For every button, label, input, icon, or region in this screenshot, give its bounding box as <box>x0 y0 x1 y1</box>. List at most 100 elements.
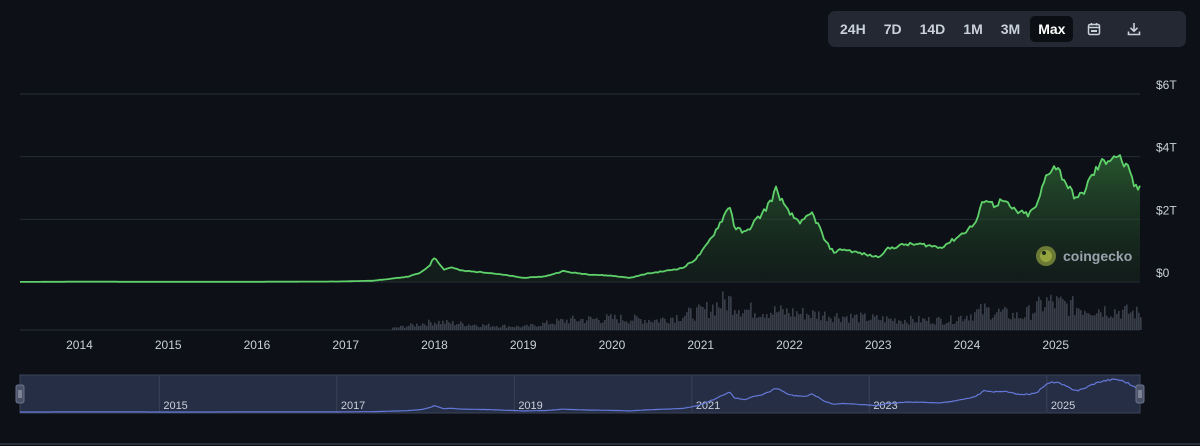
volume-bar <box>774 306 776 330</box>
x-tick-label: 2018 <box>421 338 448 352</box>
volume-bar <box>490 327 492 330</box>
volume-bar <box>830 318 832 330</box>
range-button-max[interactable]: Max <box>1030 16 1074 42</box>
volume-bar <box>1056 296 1058 330</box>
range-button-14d[interactable]: 14D <box>919 21 946 37</box>
x-tick-label: 2017 <box>332 338 359 352</box>
volume-bar <box>476 325 478 330</box>
volume-bar <box>452 320 454 330</box>
volume-bar <box>1072 296 1074 330</box>
volume-bar <box>1102 316 1104 330</box>
volume-bar <box>602 322 604 330</box>
y-tick-label: $6T <box>1156 78 1177 92</box>
volume-bar <box>904 319 906 330</box>
volume-bar <box>892 320 894 330</box>
volume-bar <box>604 319 606 330</box>
volume-bar <box>1070 300 1072 330</box>
volume-bar <box>954 323 956 330</box>
navigator-handle-right[interactable] <box>1135 384 1145 404</box>
volume-bar <box>524 325 526 330</box>
volume-bar <box>760 317 762 330</box>
volume-bar <box>634 314 636 330</box>
volume-bar <box>1094 315 1096 330</box>
volume-bar <box>896 323 898 330</box>
volume-bar <box>590 316 592 330</box>
volume-bar <box>1014 318 1016 330</box>
volume-bar <box>542 322 544 330</box>
volume-bar <box>758 317 760 330</box>
volume-bar <box>800 313 802 330</box>
calendar-button[interactable] <box>1075 16 1113 42</box>
volume-bar <box>534 325 536 330</box>
range-button-24h[interactable]: 24H <box>840 21 866 37</box>
volume-bar <box>422 323 424 330</box>
volume-bar <box>972 320 974 330</box>
volume-bar <box>584 323 586 330</box>
volume-bar <box>730 296 732 330</box>
navigator-tick-label: 2021 <box>696 400 720 412</box>
range-button-3m[interactable]: 3M <box>1000 21 1021 37</box>
volume-bar <box>928 317 930 330</box>
volume-bar <box>906 322 908 330</box>
volume-bar <box>728 295 730 330</box>
volume-bar <box>632 320 634 330</box>
volume-bar <box>1020 318 1022 330</box>
gecko-logo-icon <box>1036 246 1056 266</box>
volume-bar <box>540 326 542 330</box>
volume-bar <box>842 316 844 330</box>
volume-bar <box>1124 306 1126 330</box>
volume-bar <box>462 323 464 330</box>
volume-bar <box>840 322 842 330</box>
volume-bar <box>976 309 978 330</box>
volume-bar <box>1114 309 1116 330</box>
volume-bar <box>856 314 858 330</box>
range-button-7d[interactable]: 7D <box>883 21 902 37</box>
volume-bar <box>924 318 926 330</box>
volume-bar <box>1074 315 1076 330</box>
volume-bar <box>952 324 954 330</box>
volume-bar <box>510 326 512 330</box>
volume-bar <box>438 320 440 330</box>
volume-bar <box>898 320 900 330</box>
volume-bar <box>744 309 746 330</box>
volume-bar <box>930 323 932 330</box>
volume-bar <box>684 315 686 330</box>
volume-bar <box>880 320 882 330</box>
volume-bar <box>778 311 780 330</box>
volume-bar <box>946 322 948 330</box>
range-button-1m[interactable]: 1M <box>963 21 983 37</box>
range-selector: 24H 7D 14D 1M 3M Max <box>828 11 1186 47</box>
volume-bar <box>624 321 626 330</box>
volume-bar <box>1076 307 1078 330</box>
volume-bar <box>426 326 428 330</box>
volume-bar <box>766 314 768 330</box>
volume-bar <box>974 312 976 330</box>
volume-bar <box>656 319 658 330</box>
volume-bar <box>674 322 676 330</box>
volume-bar <box>1032 313 1034 330</box>
volume-bar <box>458 323 460 330</box>
volume-bar <box>472 325 474 330</box>
volume-bar <box>1052 301 1054 330</box>
calendar-icon <box>1088 23 1101 36</box>
volume-bar <box>736 313 738 330</box>
volume-bar <box>982 314 984 330</box>
x-tick-label: 2021 <box>687 338 714 352</box>
volume-bar <box>606 314 608 330</box>
volume-bar <box>1060 296 1062 330</box>
volume-bar <box>838 318 840 330</box>
volume-bar <box>608 315 610 330</box>
navigator-handle-left[interactable] <box>15 384 25 404</box>
volume-bar <box>994 314 996 330</box>
y-tick-label: $2T <box>1156 203 1177 217</box>
download-button[interactable] <box>1115 16 1153 42</box>
volume-bar <box>1134 318 1136 330</box>
volume-bar <box>596 317 598 330</box>
volume-bar <box>620 314 622 330</box>
volume-bar <box>482 324 484 330</box>
volume-bar <box>480 327 482 330</box>
volume-bar <box>650 321 652 330</box>
volume-bar <box>1010 319 1012 330</box>
volume-bar <box>688 307 690 330</box>
